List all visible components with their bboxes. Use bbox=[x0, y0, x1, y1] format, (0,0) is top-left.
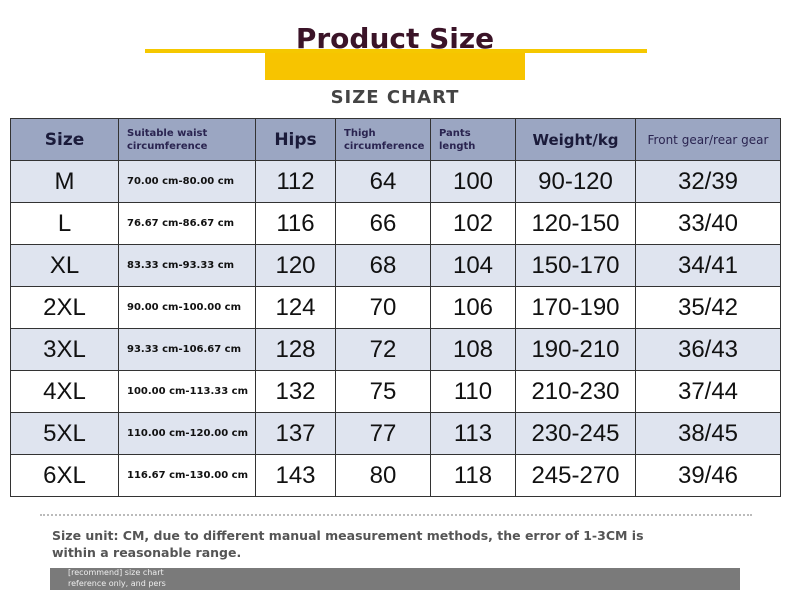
table-cell: 33/40 bbox=[635, 202, 781, 245]
table-cell: 90.00 cm-100.00 cm bbox=[118, 286, 256, 329]
title-line bbox=[145, 49, 647, 53]
title: Product Size bbox=[295, 22, 495, 55]
table-cell: 143 bbox=[255, 454, 336, 497]
header-row: Size Suitable waist circumference Hips Thig… bbox=[10, 118, 781, 161]
table-cell: 230-245 bbox=[515, 412, 636, 455]
divider bbox=[40, 514, 752, 516]
table-cell: 102 bbox=[430, 202, 516, 245]
table-cell: 36/43 bbox=[635, 328, 781, 371]
table-cell: 93.33 cm-106.67 cm bbox=[118, 328, 256, 371]
table-cell: XL bbox=[10, 244, 119, 287]
table-cell: 245-270 bbox=[515, 454, 636, 497]
table-cell: 75 bbox=[335, 370, 431, 413]
table-cell: 104 bbox=[430, 244, 516, 287]
subtitle: SIZE CHART bbox=[330, 87, 460, 108]
table-cell: 137 bbox=[255, 412, 336, 455]
table-cell: 110.00 cm-120.00 cm bbox=[118, 412, 256, 455]
table-cell: 76.67 cm-86.67 cm bbox=[118, 202, 256, 245]
table-cell: 70 bbox=[335, 286, 431, 329]
title-block bbox=[265, 53, 525, 80]
table-cell: 116.67 cm-130.00 cm bbox=[118, 454, 256, 497]
table-cell: 112 bbox=[255, 160, 336, 203]
table-cell: 64 bbox=[335, 160, 431, 203]
table-cell: 210-230 bbox=[515, 370, 636, 413]
table-row: 4XL 100.00 cm-113.33 cm 132 75 110 210-230 37/… bbox=[10, 370, 781, 413]
table-cell: 128 bbox=[255, 328, 336, 371]
table-cell: 190-210 bbox=[515, 328, 636, 371]
table-body: M 70.00 cm-80.00 cm 112 64 100 90-120 32/39 L 76… bbox=[10, 160, 781, 497]
table-row: 2XL 90.00 cm-100.00 cm 124 70 106 170-190 35/4… bbox=[10, 286, 781, 329]
table-cell: 77 bbox=[335, 412, 431, 455]
table-row: M 70.00 cm-80.00 cm 112 64 100 90-120 32/39 bbox=[10, 160, 781, 203]
table-cell: 39/46 bbox=[635, 454, 781, 497]
size-table: Size Suitable waist circumference Hips Thig… bbox=[10, 118, 781, 497]
table-cell: 70.00 cm-80.00 cm bbox=[118, 160, 256, 203]
table-cell: L bbox=[10, 202, 119, 245]
table-cell: 124 bbox=[255, 286, 336, 329]
table-cell: 100.00 cm-113.33 cm bbox=[118, 370, 256, 413]
table-cell: 110 bbox=[430, 370, 516, 413]
table-cell: 120 bbox=[255, 244, 336, 287]
table-cell: 68 bbox=[335, 244, 431, 287]
footer-text: [recommend] size chart bbox=[68, 568, 164, 577]
table-cell: 6XL bbox=[10, 454, 119, 497]
table-cell: M bbox=[10, 160, 119, 203]
column-header: Size bbox=[10, 118, 119, 161]
table-cell: 4XL bbox=[10, 370, 119, 413]
table-row: 3XL 93.33 cm-106.67 cm 128 72 108 190-210 36/4… bbox=[10, 328, 781, 371]
column-header: Weight/kg bbox=[515, 118, 636, 161]
table-cell: 72 bbox=[335, 328, 431, 371]
table-cell: 37/44 bbox=[635, 370, 781, 413]
table-cell: 38/45 bbox=[635, 412, 781, 455]
note: Size unit: CM, due to different manual m… bbox=[52, 528, 644, 560]
table-cell: 120-150 bbox=[515, 202, 636, 245]
table-cell: 132 bbox=[255, 370, 336, 413]
table-cell: 118 bbox=[430, 454, 516, 497]
footer-bar bbox=[50, 568, 740, 590]
table-row: L 76.67 cm-86.67 cm 116 66 102 120-150 33/40 bbox=[10, 202, 781, 245]
table-cell: 80 bbox=[335, 454, 431, 497]
column-header: Hips bbox=[255, 118, 336, 161]
table-cell: 170-190 bbox=[515, 286, 636, 329]
column-header: Pants length bbox=[430, 118, 516, 161]
footer-text: reference only, and pers bbox=[68, 579, 166, 588]
table-cell: 108 bbox=[430, 328, 516, 371]
table-cell: 106 bbox=[430, 286, 516, 329]
table-cell: 35/42 bbox=[635, 286, 781, 329]
table-row: 6XL 116.67 cm-130.00 cm 143 80 118 245-270 39/… bbox=[10, 454, 781, 497]
table-cell: 34/41 bbox=[635, 244, 781, 287]
table-cell: 116 bbox=[255, 202, 336, 245]
table-cell: 90-120 bbox=[515, 160, 636, 203]
table-cell: 2XL bbox=[10, 286, 119, 329]
column-header: Suitable waist circumference bbox=[118, 118, 256, 161]
table-cell: 113 bbox=[430, 412, 516, 455]
table-row: XL 83.33 cm-93.33 cm 120 68 104 150-170 34/41 bbox=[10, 244, 781, 287]
table-cell: 32/39 bbox=[635, 160, 781, 203]
table-cell: 66 bbox=[335, 202, 431, 245]
table-cell: 83.33 cm-93.33 cm bbox=[118, 244, 256, 287]
table-cell: 150-170 bbox=[515, 244, 636, 287]
table-cell: 5XL bbox=[10, 412, 119, 455]
table-row: 5XL 110.00 cm-120.00 cm 137 77 113 230-245 38/… bbox=[10, 412, 781, 455]
table-cell: 3XL bbox=[10, 328, 119, 371]
table-cell: 100 bbox=[430, 160, 516, 203]
column-header: Thigh circumference bbox=[335, 118, 431, 161]
column-header: Front gear/rear gear bbox=[635, 118, 781, 161]
